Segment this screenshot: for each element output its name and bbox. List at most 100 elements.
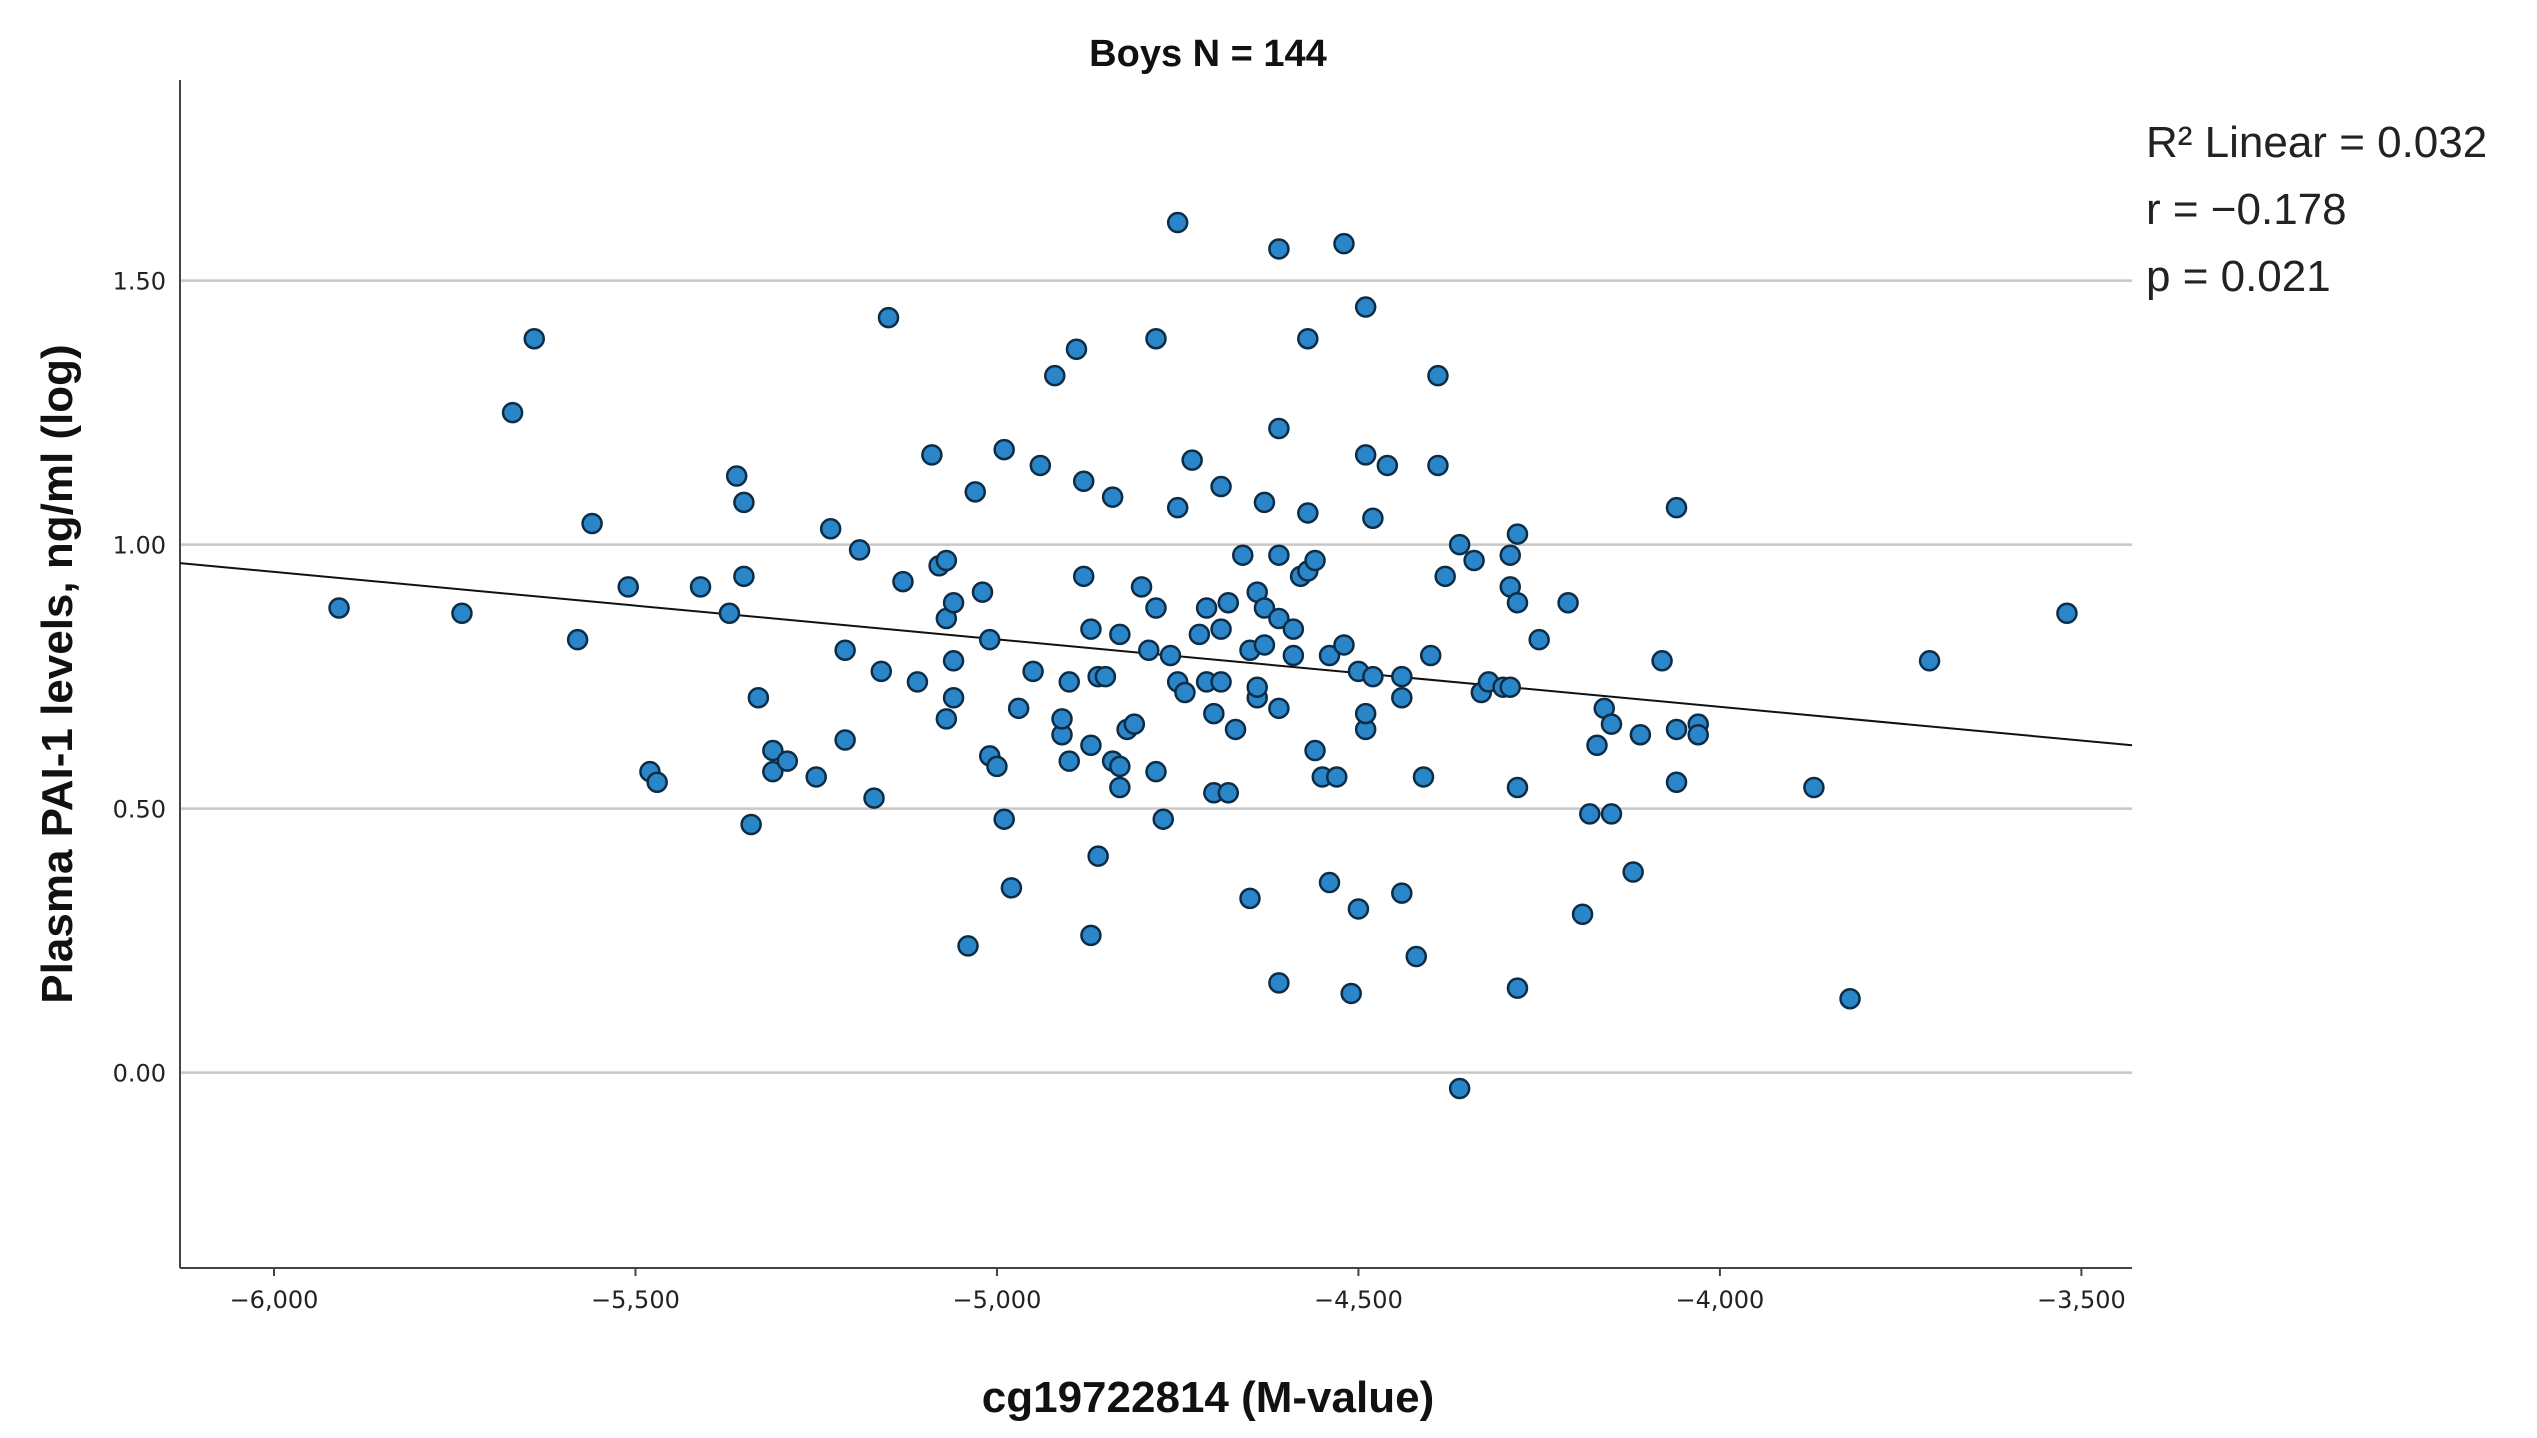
- data-point: [1282, 618, 1305, 640]
- data-point: [1506, 523, 1529, 545]
- data-point: [1268, 238, 1290, 260]
- data-point: [942, 650, 965, 672]
- data-point: [1297, 327, 1319, 350]
- data-points: [328, 211, 2078, 1100]
- data-point: [942, 687, 965, 709]
- data-point: [1094, 665, 1117, 688]
- data-point: [986, 755, 1008, 778]
- data-point: [1506, 977, 1529, 999]
- data-point: [1427, 454, 1449, 477]
- data-point: [805, 766, 827, 788]
- data-point: [725, 465, 748, 487]
- data-point: [1304, 739, 1326, 762]
- data-point: [993, 808, 1015, 830]
- data-point: [1051, 708, 1073, 730]
- fit-stat-label: R² Linear = 0.032: [2146, 118, 2487, 167]
- y-tick-label: 1.00: [113, 532, 166, 560]
- data-point: [1354, 296, 1377, 318]
- y-tick-label: 0.50: [113, 796, 166, 824]
- data-point: [1528, 628, 1550, 651]
- y-axis-label: Plasma PAI-1 levels, ng/ml (log): [33, 344, 82, 1003]
- data-point: [1839, 987, 1861, 1010]
- data-point: [1044, 364, 1066, 387]
- data-point: [646, 771, 668, 793]
- data-point: [1268, 417, 1290, 440]
- data-point: [1665, 496, 1688, 519]
- data-point: [1203, 702, 1225, 725]
- data-point: [1253, 491, 1276, 514]
- fit-stat-label: r = −0.178: [2146, 185, 2347, 234]
- data-point: [1600, 713, 1623, 735]
- data-point: [921, 444, 943, 466]
- data-point: [1080, 924, 1102, 947]
- data-point: [1448, 533, 1471, 556]
- data-point: [1152, 808, 1174, 830]
- data-point: [1304, 549, 1326, 572]
- data-point: [1210, 475, 1232, 498]
- data-point: [1318, 871, 1341, 894]
- data-point: [1687, 723, 1709, 746]
- data-point: [1166, 496, 1189, 519]
- data-point: [1918, 650, 1941, 672]
- x-tick-label: −4,000: [1675, 1286, 1764, 1314]
- data-point: [978, 628, 1001, 651]
- data-point: [1282, 644, 1305, 667]
- x-axis-label: cg19722814 (M-value): [982, 1373, 1434, 1422]
- data-point: [1268, 544, 1290, 566]
- data-point: [1000, 877, 1023, 899]
- data-point: [1463, 549, 1485, 572]
- data-point: [848, 539, 871, 561]
- data-point: [1210, 618, 1232, 640]
- data-point: [762, 739, 784, 762]
- data-point: [1217, 782, 1240, 804]
- data-point: [1333, 232, 1355, 255]
- y-tick-label: 0.00: [113, 1060, 166, 1088]
- data-point: [1586, 734, 1608, 757]
- data-point: [1065, 338, 1088, 361]
- data-point: [1181, 449, 1203, 471]
- data-point: [1022, 660, 1044, 683]
- data-point: [870, 660, 893, 683]
- data-point: [1072, 565, 1095, 588]
- x-tick-label: −6,000: [230, 1286, 319, 1314]
- data-point: [566, 628, 589, 651]
- data-point: [1029, 454, 1052, 477]
- x-tick-label: −5,500: [591, 1286, 680, 1314]
- data-point: [1210, 671, 1232, 693]
- data-point: [1007, 697, 1030, 720]
- data-point: [1318, 644, 1341, 667]
- data-point: [1297, 502, 1319, 524]
- data-point: [451, 602, 473, 625]
- data-point: [957, 935, 979, 957]
- data-point: [776, 750, 799, 772]
- data-point: [1347, 898, 1370, 920]
- data-point: [1412, 766, 1435, 788]
- data-point: [1159, 644, 1182, 667]
- data-point: [1665, 718, 1688, 741]
- data-point: [1499, 676, 1522, 698]
- data-point: [935, 549, 958, 572]
- grid-lines: [180, 279, 2132, 1074]
- data-point: [1622, 861, 1644, 883]
- data-point: [1072, 470, 1095, 493]
- data-point: [1268, 972, 1290, 994]
- data-point: [1651, 650, 1673, 672]
- data-point: [1058, 671, 1080, 693]
- data-point: [689, 576, 712, 598]
- data-point: [1253, 597, 1276, 619]
- data-point: [1427, 364, 1449, 387]
- data-point: [1217, 591, 1240, 614]
- data-point: [718, 602, 741, 625]
- data-point: [1109, 623, 1131, 646]
- data-point: [1665, 771, 1688, 793]
- x-tick-label: −5,000: [953, 1286, 1042, 1314]
- data-point: [1354, 444, 1377, 466]
- data-point: [733, 565, 755, 588]
- x-axis-ticks: −6,000 −5,500 −5,000 −4,500 −4,000 −3,500: [230, 1268, 2126, 1314]
- data-point: [1362, 507, 1384, 529]
- data-point: [1145, 760, 1167, 783]
- fit-stat-label: p = 0.021: [2146, 252, 2331, 301]
- data-point: [1333, 634, 1355, 656]
- data-point: [1253, 634, 1276, 656]
